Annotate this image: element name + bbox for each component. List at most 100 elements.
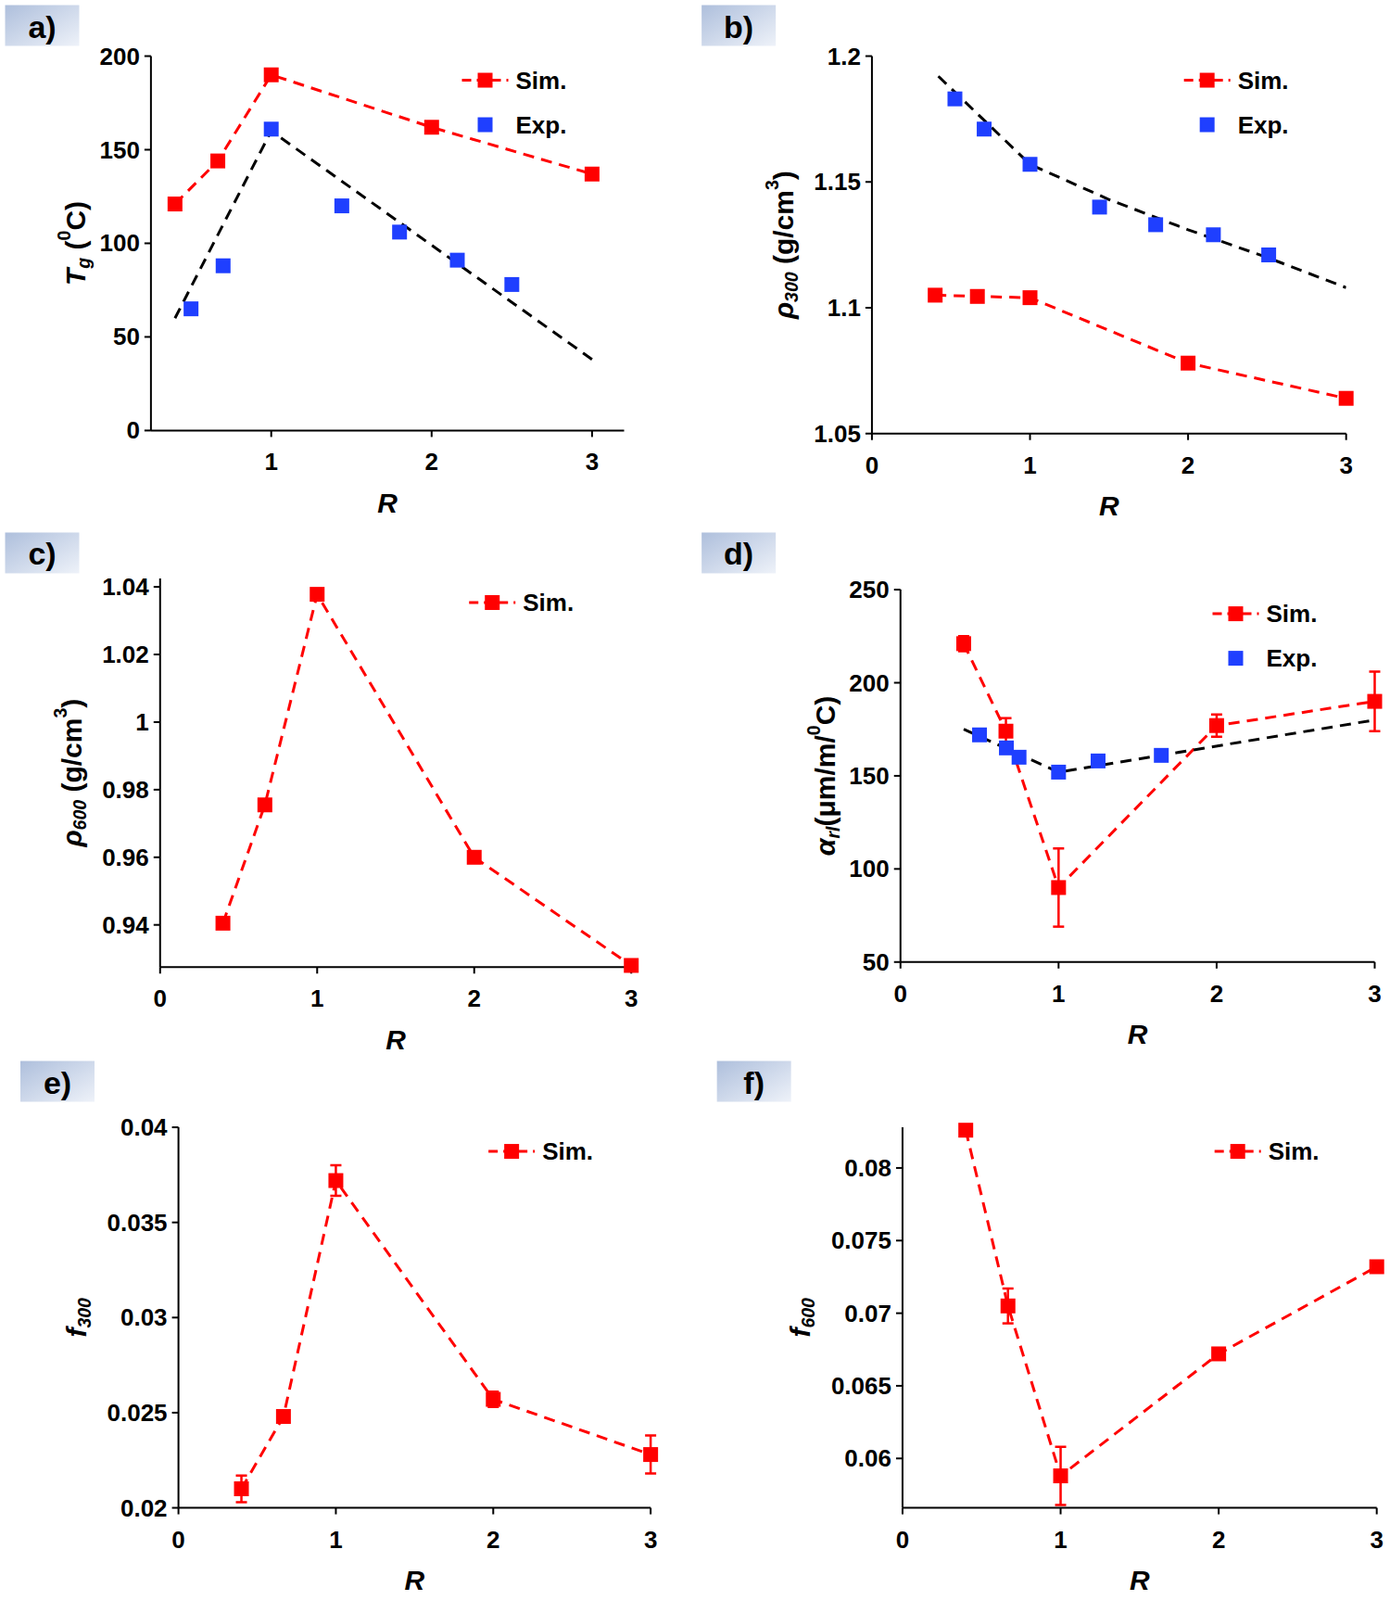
y-tick [153, 923, 161, 926]
x-tick-label: 1 [328, 1525, 342, 1554]
y-axis-label-part: ) [55, 698, 87, 708]
legend-marker [478, 73, 493, 89]
y-tick [896, 1456, 903, 1459]
legend: Sim.Exp. [1184, 66, 1289, 139]
error-bar-cap [236, 1473, 248, 1477]
panel-label: f) [743, 1064, 765, 1100]
data-point [1261, 247, 1277, 263]
y-axis-label-part: g [73, 257, 94, 270]
y-axis-label-part: (μm/m/ [809, 734, 841, 827]
x-axis-line [902, 1506, 1378, 1509]
markers [215, 586, 640, 973]
y-tick [896, 1312, 903, 1315]
panel: f)0.060.0650.070.0750.080123Rf600Sim. [717, 1061, 1385, 1596]
data-point [958, 1122, 973, 1138]
x-tick [1187, 433, 1189, 441]
figure: a)050100150200123RTg (0C)Sim.Exp.b)1.051… [0, 0, 1390, 1600]
lines [963, 643, 1376, 887]
y-tick [894, 867, 901, 870]
y-axis-label-part: ( [60, 240, 91, 257]
x-tick-label: 3 [585, 447, 599, 476]
background [0, 0, 1390, 1600]
series-line [935, 294, 1347, 398]
y-tick [153, 585, 161, 588]
y-axis-label-part: rl [822, 825, 844, 839]
data-point [1090, 753, 1106, 769]
x-axis-line [871, 432, 1347, 435]
y-axis-label: f600 [784, 1297, 820, 1338]
data-point [264, 121, 279, 137]
error-bar-cap [644, 1433, 657, 1437]
data-point [504, 277, 519, 292]
y-axis-label: Tg (0C) [53, 201, 94, 286]
x-tick [270, 429, 273, 437]
data-point [210, 153, 226, 169]
x-axis-label: R [1129, 1564, 1150, 1595]
legend: Sim. [1214, 1137, 1320, 1165]
y-axis-label-part: 600 [69, 799, 90, 831]
legend-label: Sim. [516, 66, 568, 95]
data-point [1050, 764, 1066, 780]
legend-marker [1227, 606, 1243, 621]
panel-label: b) [723, 9, 754, 45]
x-axis-label: R [377, 487, 398, 519]
y-axis-label-part: (g/cm [55, 718, 87, 800]
data-point [391, 224, 407, 240]
x-tick [177, 1507, 180, 1515]
data-point [1023, 156, 1038, 172]
data-point [467, 849, 482, 865]
data-point [334, 198, 350, 214]
y-tick [172, 1506, 179, 1509]
legend-label: Sim. [1268, 1137, 1320, 1165]
legend-label: Exp. [1238, 111, 1289, 139]
y-tick [144, 149, 152, 152]
legend-marker [484, 594, 500, 610]
panel-label: d) [723, 535, 754, 571]
x-tick [1373, 961, 1376, 969]
x-tick-label: 0 [894, 979, 908, 1008]
legend-label: Sim. [1265, 599, 1317, 628]
error-bar-cap [1002, 1287, 1014, 1290]
y-axis-label-part: 600 [797, 1297, 819, 1328]
legend-marker [1230, 1143, 1246, 1159]
x-tick-label: 2 [467, 984, 481, 1012]
data-point [1011, 749, 1027, 765]
y-axis-label-part: 0 [53, 229, 75, 241]
data-point [1211, 1345, 1226, 1361]
x-tick [899, 961, 902, 969]
legend: Sim.Exp. [462, 66, 568, 139]
series-line [175, 75, 593, 204]
y-tick [896, 1384, 903, 1387]
y-tick-label: 200 [99, 42, 139, 71]
data-point [927, 287, 943, 303]
error-bar-cap [329, 1194, 342, 1198]
error-bar-cap [1211, 735, 1223, 739]
panel-label: a) [27, 9, 56, 45]
x-axis-label: R [404, 1564, 426, 1595]
data-point [1209, 718, 1225, 733]
series-line [938, 75, 1347, 288]
x-tick-label: 3 [1367, 979, 1381, 1008]
y-tick-label: 1.15 [813, 167, 861, 196]
y-axis-label-part: ρ [55, 829, 87, 847]
y-tick-label: 0.025 [107, 1398, 168, 1427]
data-point [215, 915, 231, 931]
y-tick-label: 0.06 [844, 1443, 892, 1472]
data-point [970, 289, 986, 304]
y-axis-label: ρ300 (g/cm3) [761, 170, 802, 320]
y-axis-label-part: ) [767, 170, 798, 180]
data-point [1023, 290, 1038, 305]
x-tick [901, 1507, 904, 1515]
data-point [1153, 747, 1169, 763]
y-axis-label-part: 0 [803, 724, 824, 735]
y-tick-label: 0.075 [831, 1225, 892, 1254]
y-tick [865, 180, 872, 183]
y-tick [144, 55, 152, 58]
error-bar-cap [1368, 669, 1380, 673]
panel-label-box [701, 5, 776, 47]
series-line [965, 1129, 1378, 1476]
panel-label-box [701, 531, 776, 573]
x-tick [1057, 961, 1060, 969]
x-tick [871, 433, 873, 441]
x-axis-line [900, 960, 1376, 963]
